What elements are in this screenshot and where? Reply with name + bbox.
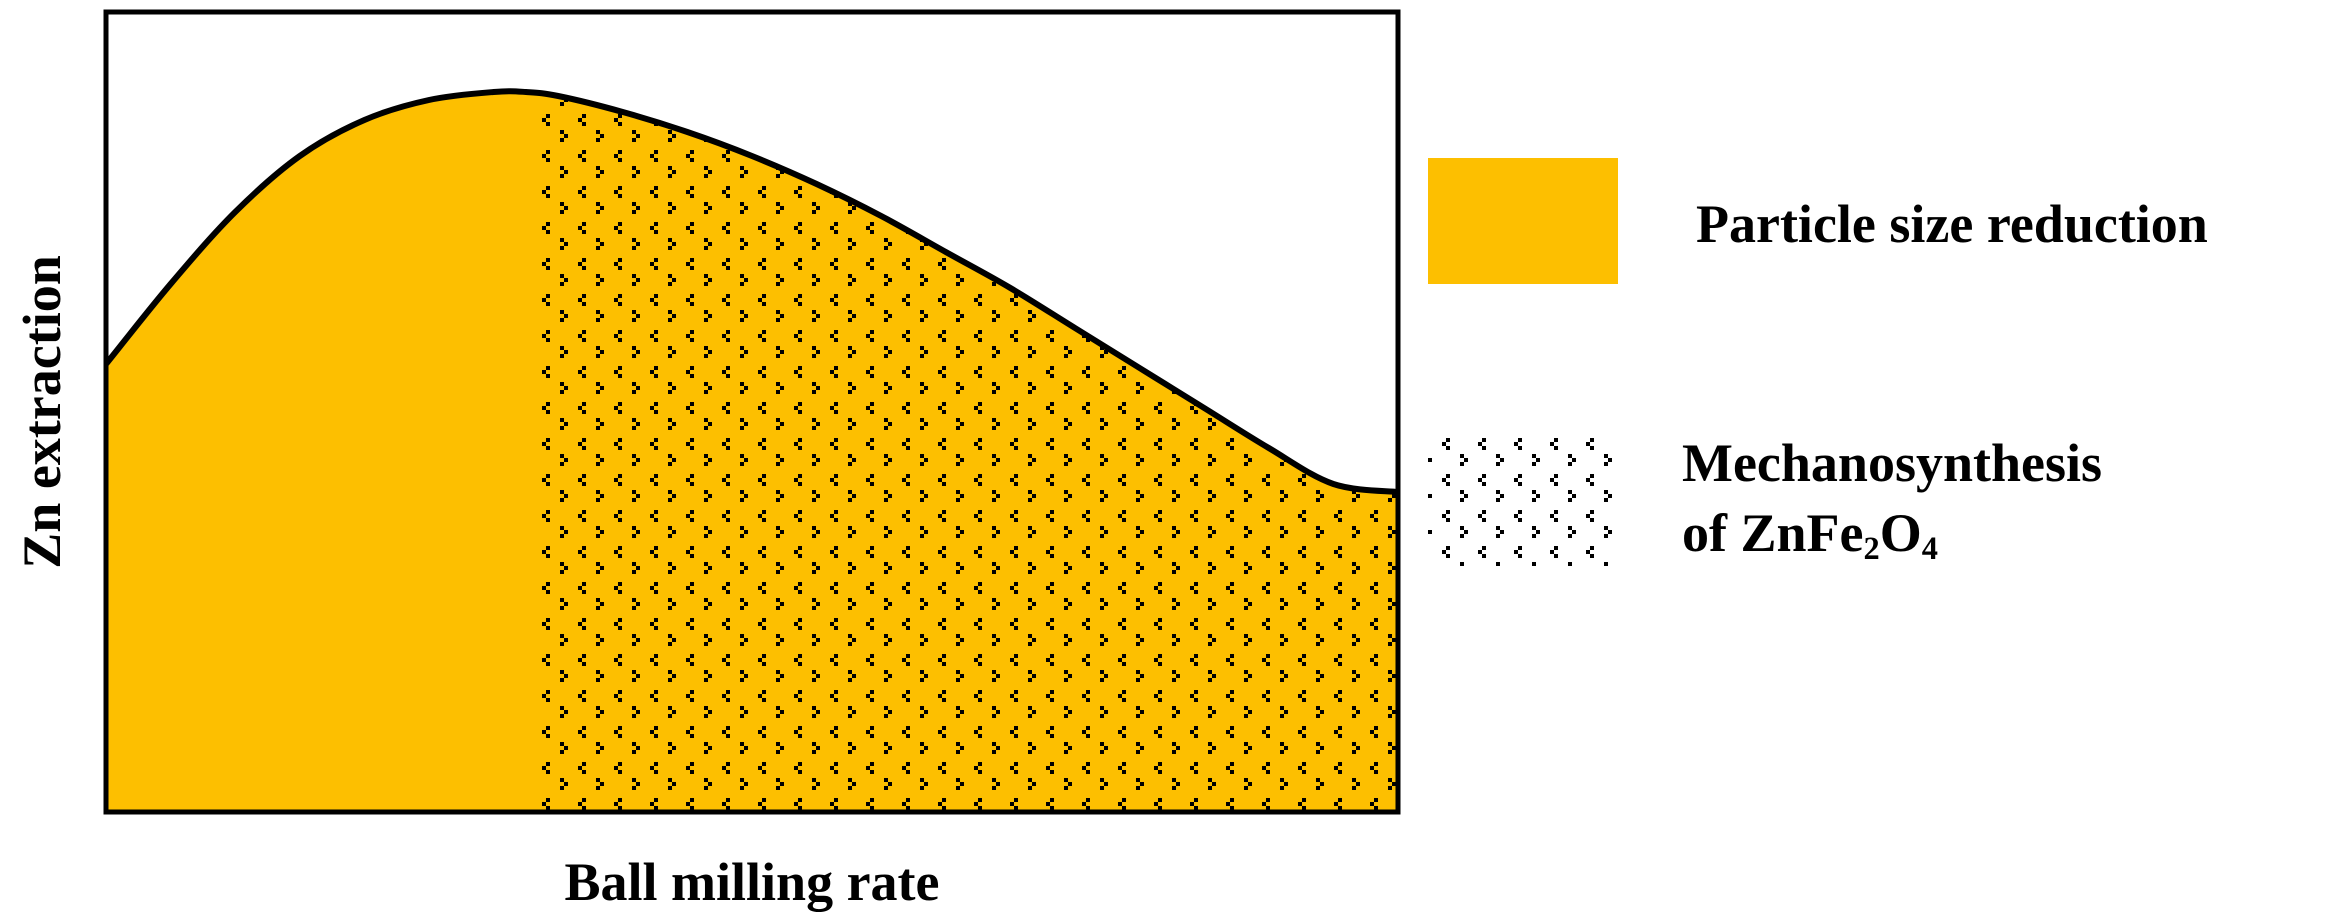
legend-swatch-dotted xyxy=(1428,430,1618,566)
legend-label-line-1: Mechanosynthesis xyxy=(1682,433,2103,493)
legend-swatch-solid xyxy=(1428,158,1618,284)
legend-label-mechanosynthesis: Mechanosynthesis of ZnFe2O4 xyxy=(1682,428,2102,584)
x-axis-label: Ball milling rate xyxy=(565,852,940,912)
mechanosynthesis-area xyxy=(532,92,1398,812)
y-axis-label: Zn extraction xyxy=(12,255,72,568)
plot-frame xyxy=(103,9,1401,815)
legend-label-particle-size-reduction: Particle size reduction xyxy=(1696,194,2208,254)
zn-extraction-curve xyxy=(103,88,1399,495)
legend-label-line-2: of ZnFe2O4 xyxy=(1682,503,1938,568)
